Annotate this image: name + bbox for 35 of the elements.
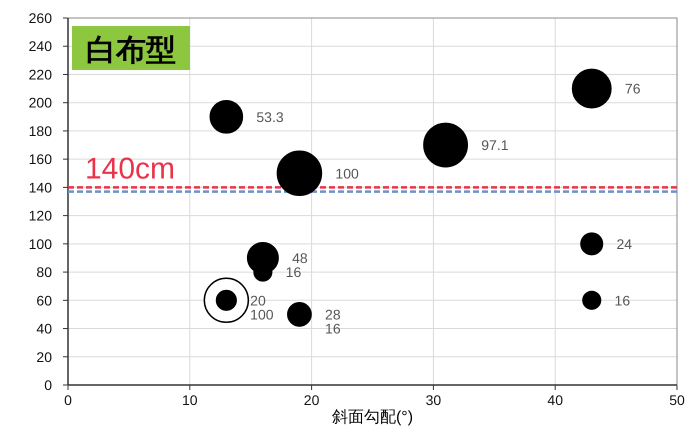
x-axis-title: 斜面勾配(°): [332, 409, 414, 426]
x-tick-label: 50: [669, 392, 685, 408]
annotation: 76: [624, 80, 641, 97]
y-tick-label: 200: [28, 94, 52, 111]
y-tick-label: 140: [28, 179, 52, 196]
y-tick-label: 160: [28, 151, 52, 168]
y-tick-label: 0: [44, 377, 52, 393]
annotation: 48: [292, 250, 308, 266]
annotation: 16: [325, 320, 341, 336]
y-tick-label: 100: [28, 236, 52, 252]
y-tick-label: 240: [28, 38, 52, 54]
annotation: 53.3: [256, 108, 284, 125]
annotation: 100: [335, 165, 359, 182]
x-tick-label: 0: [64, 392, 72, 408]
annotation: 16: [614, 292, 630, 308]
y-tick-label: 260: [28, 10, 52, 26]
y-tick-label: 60: [36, 292, 52, 308]
annotation: 100: [250, 306, 274, 322]
annotation: 97.1: [481, 137, 509, 154]
annotation: 24: [616, 236, 632, 252]
annotation: 28: [325, 306, 341, 322]
ref-line-label: 140cm: [85, 152, 176, 186]
y-tick-label: 120: [28, 208, 52, 224]
annotation: 16: [286, 264, 302, 280]
x-tick-label: 40: [547, 392, 564, 408]
x-tick-label: 20: [304, 392, 320, 408]
y-tick-label: 40: [36, 320, 52, 337]
y-tick-label: 180: [28, 122, 52, 139]
y-tick-label: 220: [28, 66, 52, 82]
x-tick-label: 10: [182, 392, 198, 408]
annotation: 20: [250, 292, 266, 308]
y-tick-label: 80: [36, 264, 52, 280]
y-tick-label: 20: [36, 348, 52, 365]
x-tick-label: 30: [426, 392, 442, 408]
title: 白布型: [72, 26, 190, 70]
